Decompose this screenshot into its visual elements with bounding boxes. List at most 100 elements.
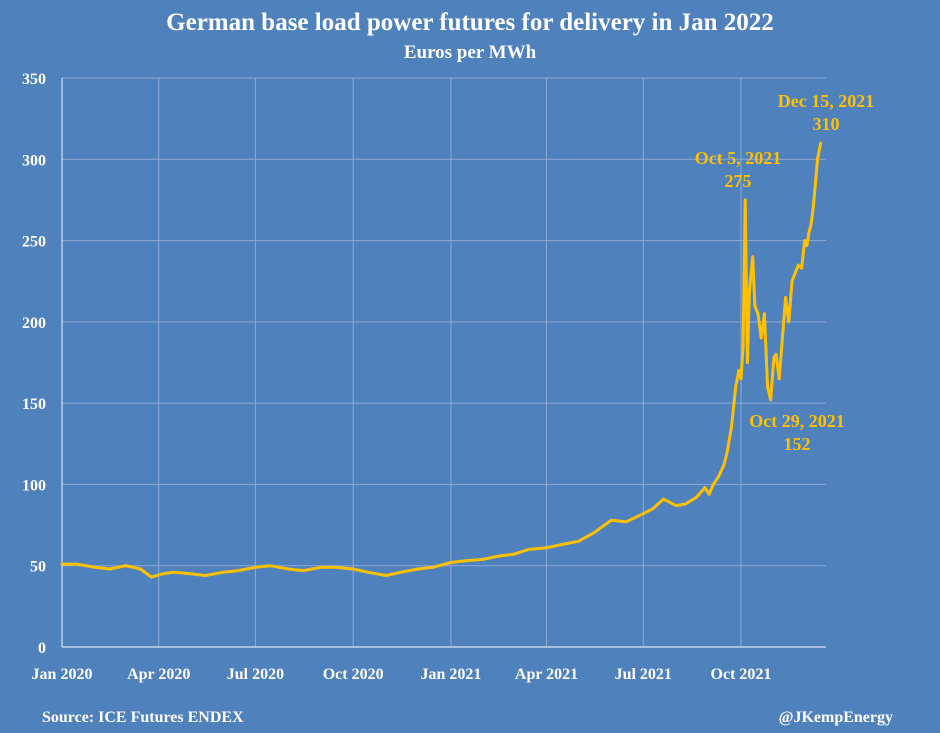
x-tick-label: Jan 2021	[420, 666, 481, 683]
series-line	[60, 141, 823, 579]
chart-subtitle: Euros per MWh	[404, 42, 537, 63]
data-point	[781, 336, 784, 340]
data-point	[737, 369, 741, 372]
x-tick-label: Apr 2020	[127, 666, 190, 683]
annotation-value: 310	[813, 114, 840, 134]
data-point	[204, 574, 207, 577]
series	[60, 141, 823, 579]
x-tick-label: Oct 2020	[323, 666, 384, 683]
data-point	[60, 562, 64, 566]
data-point	[790, 279, 794, 283]
data-point	[149, 575, 153, 579]
data-point	[793, 271, 797, 275]
data-point	[814, 182, 817, 186]
annotation-date: Dec 15, 2021	[778, 91, 874, 111]
y-tick-label: 300	[22, 152, 46, 169]
x-tick-label: Oct 2021	[711, 666, 772, 683]
data-point	[695, 496, 698, 499]
data-point	[222, 570, 225, 574]
data-point	[545, 546, 548, 550]
data-point	[651, 507, 655, 511]
data-point	[805, 244, 809, 247]
data-point	[753, 304, 757, 307]
data-point	[93, 565, 97, 569]
data-point	[772, 356, 776, 359]
data-point	[161, 572, 165, 576]
y-tick-label: 150	[22, 396, 46, 413]
y-tick-label: 50	[30, 559, 46, 576]
x-tick-label: Jul 2021	[615, 666, 672, 683]
annotation-value: 152	[784, 434, 811, 454]
data-point	[807, 231, 811, 234]
y-tick-label: 200	[22, 315, 46, 332]
data-point	[756, 312, 760, 316]
data-point	[777, 377, 781, 381]
data-point	[512, 552, 515, 556]
data-point	[591, 531, 595, 535]
author-credit: @JKempEnergy	[779, 709, 893, 726]
data-point	[384, 574, 388, 577]
x-tick-label: Jul 2020	[227, 666, 284, 683]
data-point	[189, 572, 193, 576]
data-point	[741, 344, 745, 348]
data-point	[809, 222, 813, 226]
annotation-value: 275	[725, 171, 752, 191]
data-point	[577, 539, 580, 543]
data-point	[722, 463, 726, 467]
grid	[61, 77, 826, 648]
data-point	[725, 450, 729, 454]
data-point	[399, 570, 403, 574]
data-point	[769, 398, 773, 402]
data-point	[800, 266, 803, 270]
data-point	[416, 567, 420, 571]
data-point	[703, 486, 707, 490]
data-point	[319, 565, 323, 569]
data-point	[334, 565, 338, 569]
data-point	[707, 492, 711, 496]
data-point	[527, 548, 530, 551]
data-point	[739, 377, 743, 381]
data-point	[803, 239, 807, 243]
data-point	[712, 483, 715, 486]
data-point	[449, 561, 453, 564]
data-point	[717, 474, 721, 478]
data-point	[662, 497, 665, 501]
data-point	[497, 554, 501, 558]
y-axis-ticks: 0 50 100 150 200 250 300 350	[22, 71, 46, 657]
y-tick-label: 0	[38, 640, 46, 657]
chart-title: German base load power futures for deliv…	[166, 9, 774, 36]
x-axis-ticks: Jan 2020 Apr 2020 Jul 2020 Oct 2020 Jan 2021…	[32, 666, 772, 683]
data-point	[746, 361, 749, 364]
y-tick-label: 100	[22, 477, 46, 494]
data-point	[751, 255, 755, 259]
data-point	[787, 320, 791, 324]
data-point	[482, 557, 486, 561]
data-point	[464, 559, 468, 563]
data-point	[784, 296, 787, 299]
data-point	[734, 385, 738, 389]
data-point	[811, 206, 815, 210]
data-point	[139, 567, 143, 571]
y-tick-label: 250	[22, 234, 46, 251]
data-point	[366, 570, 370, 574]
data-point	[286, 567, 290, 571]
data-point	[743, 198, 747, 202]
data-point	[624, 520, 628, 524]
data-point	[819, 141, 823, 145]
data-point	[759, 336, 763, 340]
data-point	[351, 567, 355, 571]
data-point	[254, 565, 257, 569]
data-point	[75, 562, 79, 566]
x-tick-label: Apr 2021	[515, 666, 578, 683]
data-point	[237, 569, 240, 572]
data-point	[748, 287, 751, 291]
data-point	[763, 312, 766, 316]
x-tick-label: Jan 2020	[32, 666, 93, 683]
data-point	[268, 564, 272, 568]
source-note: Source: ICE Futures ENDEX	[42, 709, 244, 726]
data-point	[774, 353, 778, 356]
data-point	[108, 567, 112, 571]
data-point	[124, 564, 128, 568]
